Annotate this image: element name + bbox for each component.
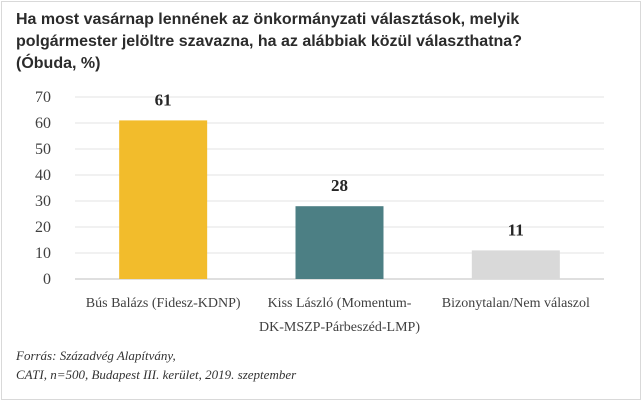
y-tick-label: 60 (35, 115, 51, 132)
source-line-2: CATI, n=500, Budapest III. kerület, 2019… (16, 367, 297, 382)
category-label: Bús Balázs (Fidesz-KDNP) (86, 296, 241, 311)
y-tick-label: 40 (35, 167, 51, 184)
source-note: Forrás: Századvég Alapítvány, CATI, n=50… (16, 346, 296, 384)
title-line-2: polgármester jelöltre szavazna, ha az al… (16, 33, 522, 50)
title-line-3: (Óbuda, %) (16, 55, 101, 72)
category-label: Kiss László (Momentum- (268, 296, 412, 311)
y-axis-ticks: 0 10 20 30 40 50 60 70 (35, 89, 51, 288)
y-tick-label: 0 (43, 271, 51, 288)
y-tick-label: 10 (35, 245, 51, 262)
chart-title: Ha most vasárnap lennének az önkormányza… (16, 9, 616, 75)
bar (119, 120, 208, 280)
data-labels: 61 28 11 (155, 90, 524, 239)
x-axis-categories: Bús Balázs (Fidesz-KDNP) Kiss László (Mom… (86, 296, 590, 335)
y-tick-label: 70 (35, 89, 51, 106)
y-tick-label: 50 (35, 141, 51, 158)
bar (471, 250, 560, 279)
data-label: 11 (508, 220, 524, 239)
y-tick-label: 20 (35, 219, 51, 236)
bar (295, 206, 384, 279)
data-label: 61 (155, 90, 172, 109)
category-label: Bizonytalan/Nem válaszol (442, 296, 590, 311)
y-tick-label: 30 (35, 193, 51, 210)
data-label: 28 (331, 176, 348, 195)
bars (119, 120, 560, 280)
category-label: DK-MSZP-Párbeszéd-LMP) (259, 320, 420, 335)
source-line-1: Forrás: Századvég Alapítvány, (16, 348, 176, 363)
title-line-1: Ha most vasárnap lennének az önkormányza… (16, 11, 520, 28)
